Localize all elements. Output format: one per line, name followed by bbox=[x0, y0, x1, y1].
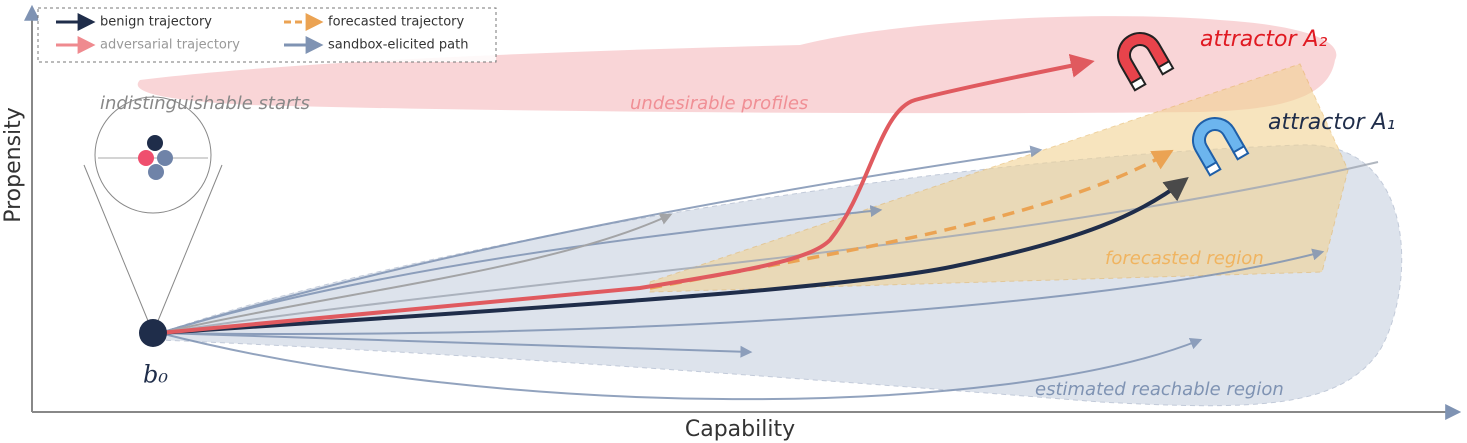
magnet-blue bbox=[1192, 117, 1250, 177]
start-dot bbox=[148, 164, 164, 180]
legend-label: adversarial trajectory bbox=[100, 38, 240, 53]
magnet-red bbox=[1117, 32, 1175, 92]
start-point bbox=[139, 319, 167, 347]
sandbox-path bbox=[159, 161, 1379, 334]
legend-label: benign trajectory bbox=[100, 15, 212, 30]
adversarial-trajectory bbox=[159, 53, 1095, 335]
forecasted-region-label: forecasted region bbox=[1105, 248, 1264, 269]
sandbox-path bbox=[159, 145, 1043, 334]
sandbox-path bbox=[159, 205, 883, 334]
x-axis-label: Capability bbox=[685, 417, 795, 442]
starts-label: indistinguishable starts bbox=[100, 93, 310, 114]
start-dot bbox=[138, 150, 154, 166]
sandbox-paths bbox=[159, 145, 1379, 401]
benign-trajectory bbox=[159, 177, 1189, 335]
legend-box bbox=[37, 7, 497, 63]
attractor-1-label: attractor A₁ bbox=[1268, 110, 1395, 135]
attractor-2-label: attractor A₂ bbox=[1200, 27, 1328, 52]
start-dot bbox=[157, 150, 173, 166]
legend-label: forecasted trajectory bbox=[328, 15, 465, 30]
start-dot bbox=[147, 135, 163, 151]
sandbox-path bbox=[159, 248, 1325, 335]
forecasted-region bbox=[649, 63, 1349, 293]
sandbox-path bbox=[159, 332, 753, 358]
sandbox-path bbox=[159, 332, 1203, 401]
sandbox-path bbox=[159, 213, 673, 334]
y-axis-label: Propensity bbox=[1, 107, 26, 223]
undesirable-label: undesirable profiles bbox=[630, 93, 808, 114]
reachable-region-label: estimated reachable region bbox=[1035, 379, 1284, 400]
zoom-line bbox=[83, 164, 154, 334]
zoom-line bbox=[152, 164, 223, 334]
undesirable-region bbox=[137, 16, 1337, 114]
start-label: b₀ bbox=[143, 361, 168, 389]
legend-label: sandbox-elicited path bbox=[328, 38, 468, 53]
legend: benign trajectory forecasted trajectory … bbox=[37, 7, 497, 63]
